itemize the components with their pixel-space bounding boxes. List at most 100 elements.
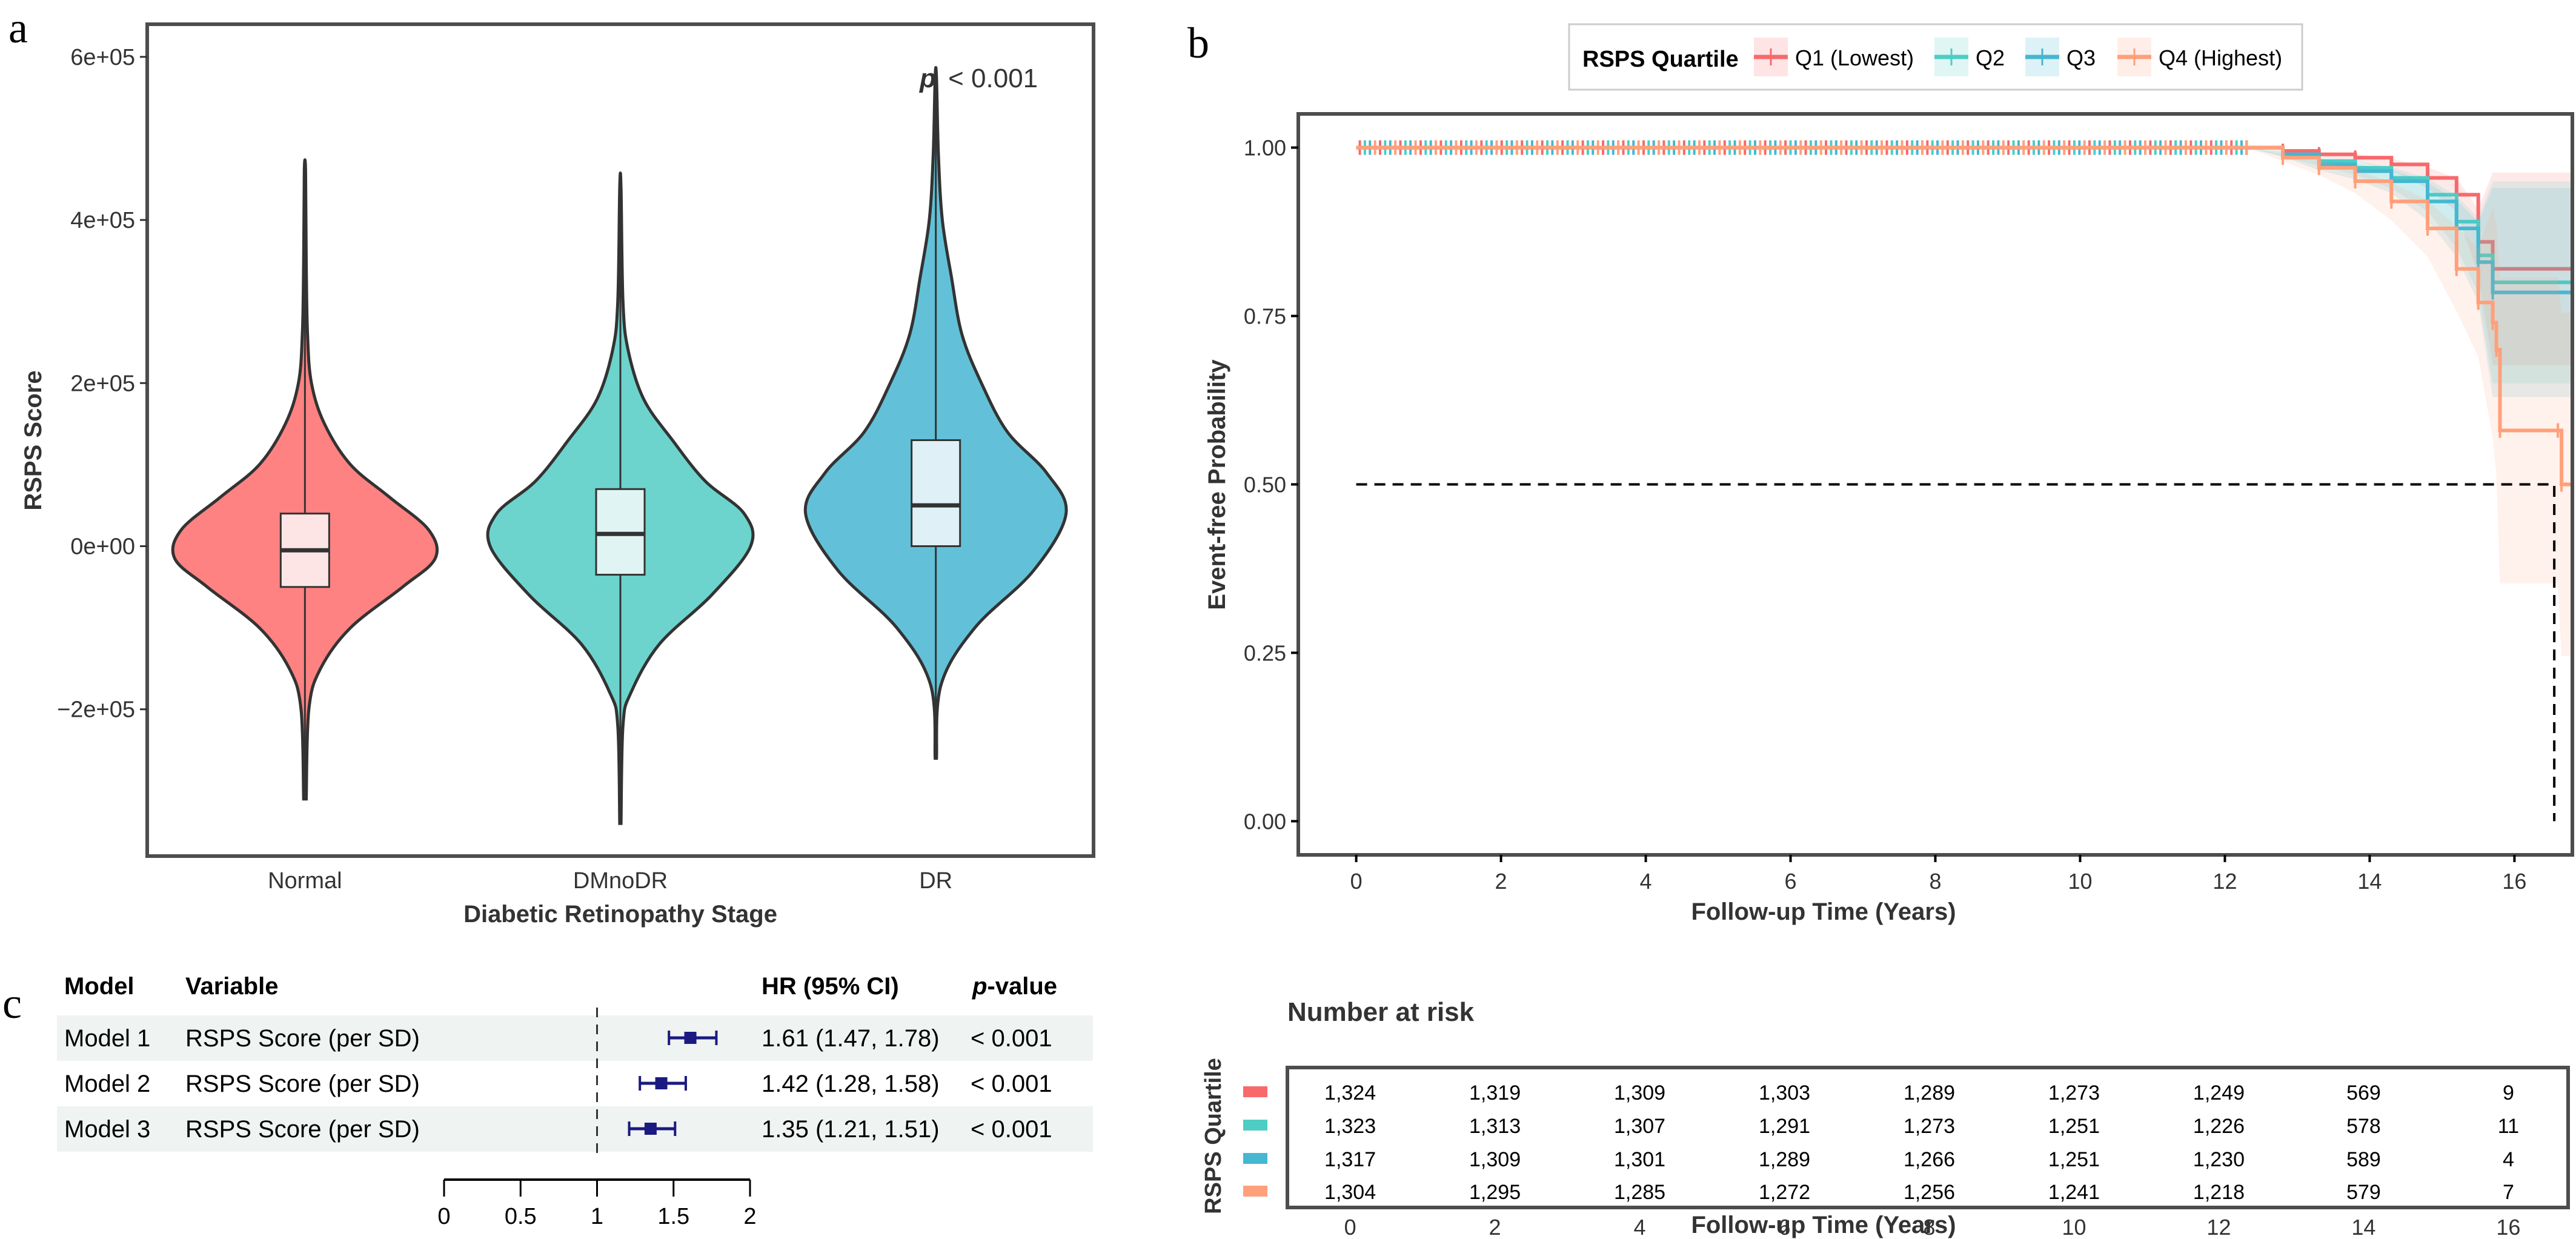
risk-count: 1,251: [2048, 1148, 2100, 1171]
plot-frame: [145, 22, 1095, 858]
risk-count: 7: [2503, 1181, 2514, 1204]
risk-x-ticks: 0 2 4 6 8 10 12 14 16: [1344, 1215, 2521, 1239]
risk-table-panel: Number at risk RSPS Quartile 1,324 1,319 1…: [1201, 997, 2570, 1239]
x-tick-label: 2: [1495, 869, 1507, 894]
box-iqr: [911, 439, 961, 547]
x-tick-label: 0: [1350, 869, 1363, 894]
risk-count: 9: [2503, 1081, 2514, 1104]
header-p-rest: -value: [987, 973, 1057, 1000]
header-variable: Variable: [185, 973, 278, 1000]
y-tick-label: 0.75: [1244, 304, 1286, 329]
risk-count: 1,304: [1324, 1181, 1376, 1204]
risk-count: 1,295: [1469, 1181, 1521, 1204]
p-symbol: p: [919, 64, 936, 93]
risk-table-body: 1,324 1,319 1,309 1,303 1,289 1,273 1,249 569 91…: [1243, 1081, 2520, 1239]
x-axis-ticks: 0 2 4 6 8 10 12 14 16: [1350, 855, 2526, 894]
risk-count: 569: [2346, 1081, 2381, 1104]
y-tick-label: 4e+05: [70, 208, 135, 233]
km-curve: [1356, 145, 2572, 487]
risk-count: 1,251: [2048, 1115, 2100, 1138]
risk-x-tick-label: 4: [1634, 1215, 1646, 1239]
risk-count: 1,218: [2193, 1181, 2245, 1204]
risk-row: 1,304 1,295 1,285 1,272 1,256 1,241 1,218 579 7: [1243, 1181, 2514, 1204]
legend-items: Q1 (Lowest) Q2 Q3 Q4 (Highest): [1754, 38, 2282, 76]
risk-table-frame: [1286, 1066, 2570, 1209]
risk-count: 1,301: [1614, 1148, 1665, 1171]
x-tick-label: 8: [1929, 869, 1941, 894]
violins-layer: [171, 66, 1068, 825]
risk-row: 1,324 1,319 1,309 1,303 1,289 1,273 1,249 569 9: [1243, 1081, 2514, 1104]
legend-label: Q4 (Highest): [2159, 45, 2282, 70]
x-tick-label: 14: [2357, 869, 2382, 894]
violin-plot-panel: −2e+05 0e+00 2e+05 4e+05 6e+05 Normal DMnoDR D…: [20, 22, 1095, 928]
risk-count: 11: [2498, 1115, 2519, 1138]
x-axis-title: Diabetic Retinopathy Stage: [463, 901, 777, 928]
forest-row: Model 1 RSPS Score (per SD) 1.61 (1.47, 1.…: [64, 1025, 1052, 1052]
forest-rows: Model 1 RSPS Score (per SD) 1.61 (1.47, 1.…: [64, 1008, 1052, 1154]
variable-label: RSPS Score (per SD): [185, 1025, 420, 1052]
panel-letter-c: c: [2, 979, 22, 1028]
panel-letter-a: a: [8, 4, 28, 52]
risk-x-tick-label: 0: [1344, 1215, 1356, 1239]
median-reference-line: [1356, 483, 2556, 822]
risk-count: 579: [2346, 1181, 2381, 1204]
risk-count: 1,273: [1904, 1115, 1955, 1138]
y-tick-label: 6e+05: [70, 45, 135, 70]
p-text: < 0.001: [948, 64, 1038, 93]
y-tick-label: 1.00: [1244, 136, 1286, 161]
forest-plot-panel: Model Variable HR (95% CI) p-value Model…: [57, 973, 1093, 1229]
risk-count: 1,272: [1759, 1181, 1810, 1204]
row-shading-layer: [57, 1015, 1093, 1152]
y-tick-label: −2e+05: [57, 697, 135, 723]
risk-x-tick-label: 2: [1489, 1215, 1501, 1239]
risk-count: 1,273: [2048, 1081, 2100, 1104]
km-series-3: [1356, 140, 2572, 657]
risk-count: 1,256: [1904, 1181, 1955, 1204]
legend-item: Q1 (Lowest): [1754, 38, 1914, 76]
forest-row: Model 3 RSPS Score (per SD) 1.35 (1.21, 1.…: [64, 1116, 1052, 1143]
y-tick-label: 0.25: [1244, 640, 1286, 665]
x-axis-ticks: Normal DMnoDR DR: [268, 868, 952, 894]
risk-row: 1,323 1,313 1,307 1,291 1,273 1,251 1,226 578 11: [1243, 1115, 2519, 1138]
risk-count: 1,309: [1469, 1148, 1521, 1171]
forest-x-tick-label: 0.5: [505, 1204, 537, 1229]
hr-point: [684, 1032, 697, 1044]
y-tick-label: 0.50: [1244, 473, 1286, 497]
x-tick-label: DR: [919, 868, 952, 894]
risk-count: 1,226: [2193, 1115, 2245, 1138]
model-label: Model 2: [64, 1071, 150, 1097]
x-tick-label: 16: [2502, 869, 2526, 894]
risk-count: 1,241: [2048, 1181, 2100, 1204]
risk-count: 1,323: [1324, 1115, 1376, 1138]
group-color-swatch: [1243, 1120, 1267, 1131]
y-tick-label: 0.00: [1244, 809, 1286, 834]
legend-label: Q3: [2066, 45, 2096, 70]
risk-count: 1,307: [1614, 1115, 1665, 1138]
group-color-swatch: [1243, 1153, 1267, 1164]
x-tick-label: Normal: [268, 868, 342, 894]
confidence-band: [1356, 147, 2572, 657]
x-axis-title: Follow-up Time (Years): [1691, 899, 1956, 925]
forest-x-tick-label: 1.5: [657, 1204, 689, 1229]
legend-label: Q1 (Lowest): [1795, 45, 1914, 70]
header-model: Model: [64, 973, 134, 1000]
risk-count: 1,230: [2193, 1148, 2245, 1171]
hr-text: 1.35 (1.21, 1.51): [762, 1116, 940, 1143]
km-curves-layer: [1356, 140, 2572, 822]
violin-normal: [171, 158, 439, 801]
risk-count: 1,285: [1614, 1181, 1665, 1204]
forest-x-tick-label: 2: [743, 1204, 756, 1229]
x-tick-label: 10: [2068, 869, 2092, 894]
forest-x-tick-label: 0: [437, 1204, 450, 1229]
risk-count: 1,303: [1759, 1081, 1810, 1104]
x-tick-label: 6: [1785, 869, 1797, 894]
header-p-italic: p: [972, 973, 987, 1000]
risk-count: 1,324: [1324, 1081, 1376, 1104]
legend: RSPS Quartile Q1 (Lowest) Q2 Q3 Q4 (Highest…: [1568, 23, 2303, 91]
risk-x-tick-label: 14: [2351, 1215, 2375, 1239]
hr-text: 1.61 (1.47, 1.78): [762, 1025, 940, 1052]
risk-row: 1,317 1,309 1,301 1,289 1,266 1,251 1,230 589 4: [1243, 1148, 2514, 1171]
risk-count: 1,289: [1904, 1081, 1955, 1104]
forest-row: Model 2 RSPS Score (per SD) 1.42 (1.28, 1.…: [64, 1071, 1052, 1097]
